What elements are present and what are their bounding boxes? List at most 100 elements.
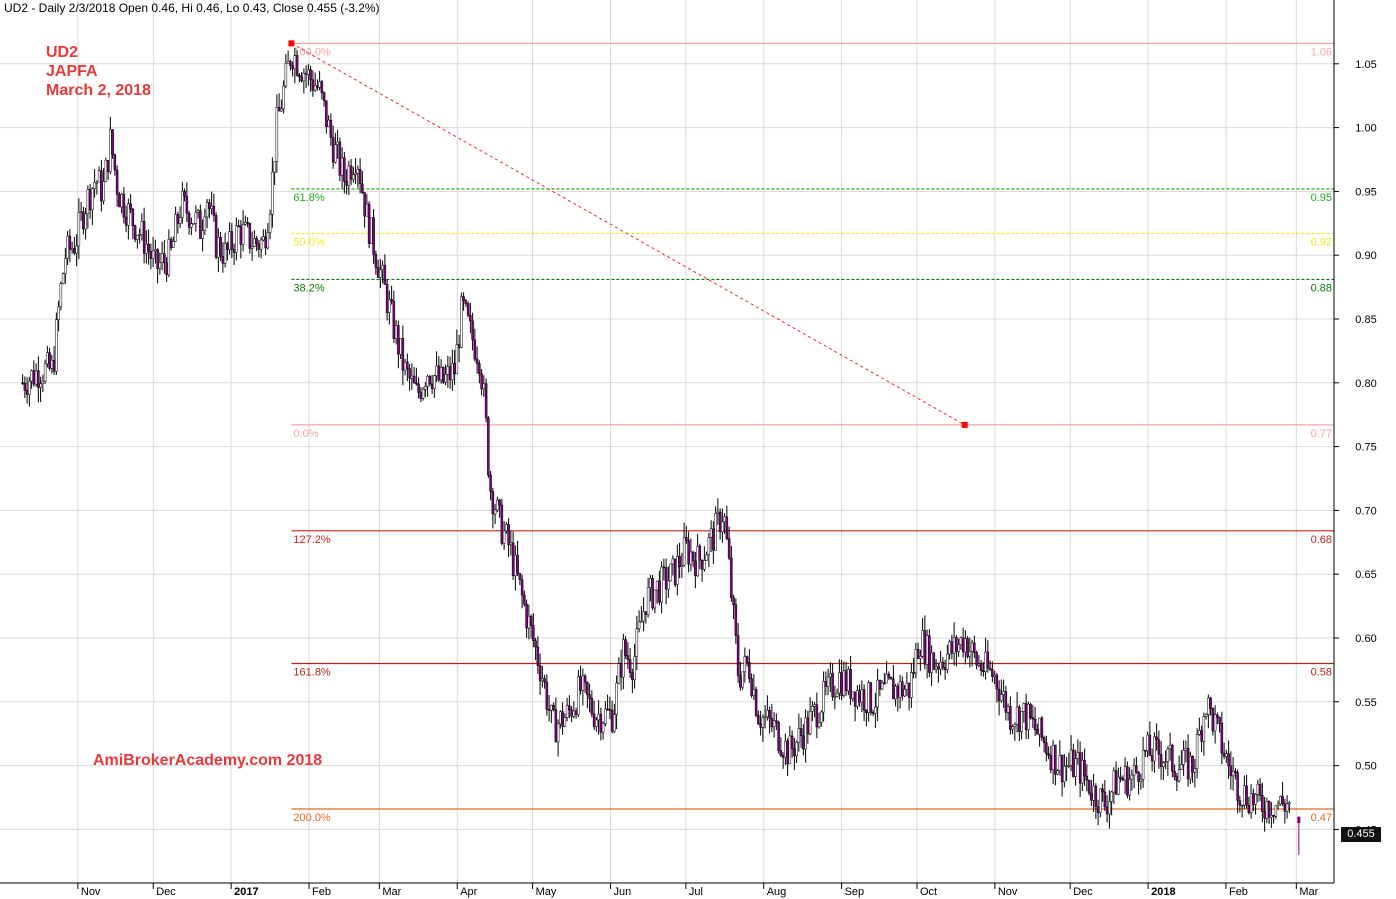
candle-body <box>1265 801 1269 819</box>
x-tick-label: Feb <box>312 886 331 898</box>
candle-body <box>381 264 384 271</box>
candle-body <box>291 65 294 70</box>
candle-body <box>1164 761 1167 763</box>
candle-body <box>120 193 123 208</box>
candle-body <box>1058 755 1062 771</box>
candle-body <box>129 203 132 210</box>
candle-body <box>887 674 891 678</box>
candle-body <box>597 713 600 721</box>
candle-body <box>577 676 580 715</box>
candle-body <box>1162 762 1165 767</box>
candle-body <box>865 709 868 714</box>
candle-body <box>343 157 346 182</box>
candle-body <box>991 669 994 677</box>
candle-body <box>304 72 308 75</box>
candle-body <box>475 358 479 364</box>
candle-body <box>347 165 351 186</box>
candle-body <box>1054 744 1057 775</box>
candle-body <box>268 214 272 233</box>
y-tick-label: 0.70 <box>1355 505 1376 517</box>
candle-body <box>867 682 870 714</box>
candle-body <box>289 61 292 66</box>
candle-body <box>759 723 762 728</box>
candle-body <box>82 211 85 230</box>
candle-body <box>1018 706 1021 732</box>
candle-body <box>221 255 225 264</box>
candle-body <box>325 100 328 127</box>
candle-body <box>961 637 965 653</box>
candle-body <box>806 717 810 735</box>
candle-body <box>707 537 711 556</box>
candle-body <box>1191 755 1194 773</box>
candle-body <box>214 215 218 258</box>
candle-body <box>527 616 531 629</box>
candle-body <box>349 165 353 180</box>
candle-body <box>25 390 29 395</box>
candle-body <box>534 640 537 648</box>
candle-body <box>520 579 524 596</box>
candle-body <box>311 79 315 91</box>
candle-body <box>403 361 407 371</box>
candle-body <box>1274 805 1278 817</box>
candle-body <box>581 675 585 691</box>
candle-body <box>1238 800 1242 806</box>
candle-body <box>106 159 110 172</box>
candle-body <box>293 55 297 70</box>
candle-body <box>826 676 830 687</box>
candle-body <box>34 370 38 385</box>
candle-body <box>264 236 267 249</box>
candle-body <box>912 672 915 674</box>
candle-body <box>457 344 461 348</box>
fib-level-value: 1.06 <box>1311 46 1332 58</box>
candle-body <box>1049 755 1053 770</box>
x-tick-label: May <box>536 886 557 898</box>
candle-body <box>968 651 972 658</box>
candle-body <box>993 674 996 677</box>
candle-body <box>390 299 393 302</box>
candle-body <box>1173 771 1176 777</box>
candle-body <box>408 368 411 379</box>
candle-body <box>977 663 981 666</box>
candle-body <box>1258 784 1262 796</box>
candle-body <box>817 722 821 728</box>
candle-body <box>455 344 459 375</box>
candle-body <box>847 669 850 692</box>
candle-body <box>192 223 195 225</box>
candle-body <box>178 217 182 224</box>
candle-body <box>113 154 117 171</box>
candle-body <box>1011 726 1014 730</box>
candle-body <box>698 545 702 561</box>
candle-body <box>439 367 443 381</box>
candle-body <box>660 566 663 603</box>
candle-body <box>563 717 567 727</box>
candle-body <box>966 638 969 658</box>
fib-level-value: 0.88 <box>1311 282 1332 294</box>
y-tick-label: 0.90 <box>1355 250 1376 262</box>
candle-body <box>322 92 326 101</box>
candle-body <box>516 554 519 574</box>
candle-body <box>786 740 789 765</box>
candle-body <box>1180 764 1183 771</box>
candle-body <box>397 325 400 355</box>
candle-body <box>1243 785 1246 806</box>
candle-body <box>212 205 216 216</box>
x-tick-label: 2018 <box>1151 886 1175 898</box>
candle-body <box>201 230 204 239</box>
candle-body <box>919 656 922 659</box>
candle-body <box>372 217 375 255</box>
candle-body <box>500 504 504 544</box>
candle-body <box>680 565 684 567</box>
candle-body <box>52 360 56 372</box>
candle-body <box>831 673 834 698</box>
candle-body <box>23 382 27 391</box>
candle-body <box>556 723 560 743</box>
candle-body <box>1047 753 1050 756</box>
candle-body <box>219 237 222 257</box>
candle-body <box>646 587 650 615</box>
fib-level-pct: 50.0% <box>293 237 324 249</box>
candle-body <box>145 243 148 254</box>
fib-level-pct: 0.0% <box>293 428 318 440</box>
candle-body <box>853 691 857 707</box>
candle-body <box>93 182 96 189</box>
candle-body <box>932 652 936 670</box>
